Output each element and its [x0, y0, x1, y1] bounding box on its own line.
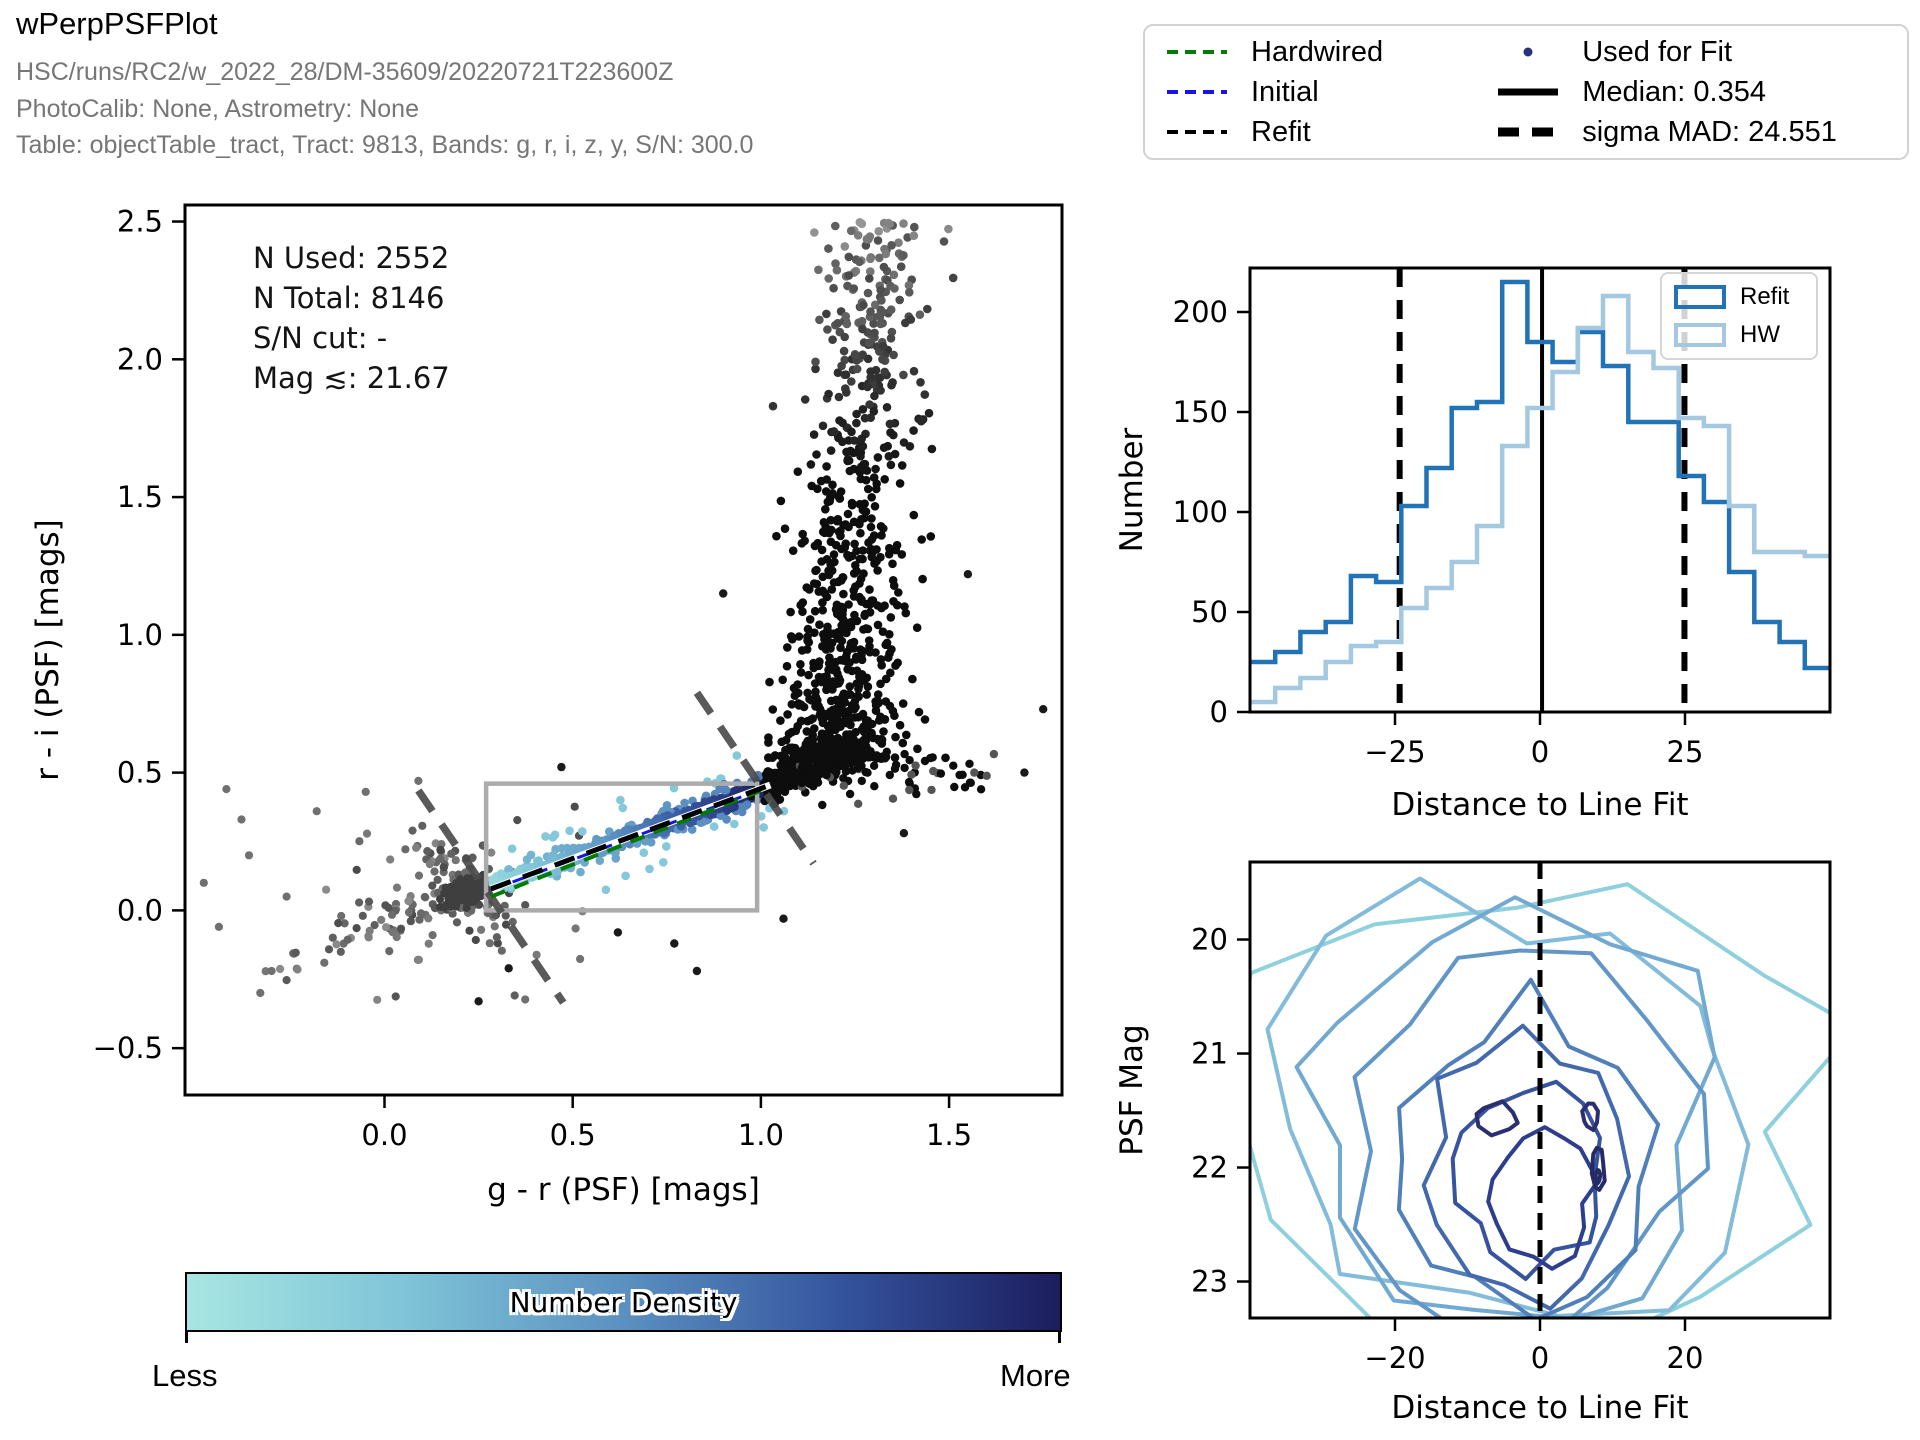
legend-label: Hardwired [1251, 35, 1384, 68]
contour-level [1396, 977, 1661, 1318]
dashed-line-icon [1167, 50, 1227, 54]
svg-text:23: 23 [1191, 1265, 1228, 1299]
svg-text:0.5: 0.5 [550, 1118, 596, 1152]
contour-level [1250, 882, 1830, 1318]
thick-dashed-line-icon [1498, 127, 1559, 137]
contour-level [1352, 948, 1710, 1318]
anno-n-used: N Used: 2552 [253, 241, 450, 275]
svg-text:0: 0 [1531, 735, 1549, 769]
svg-text:22: 22 [1191, 1151, 1228, 1185]
dot-icon [1523, 47, 1533, 57]
colorbar-label: Number Density [509, 1285, 738, 1319]
svg-text:20: 20 [1191, 923, 1228, 957]
svg-text:−25: −25 [1364, 735, 1425, 769]
svg-text:0.0: 0.0 [361, 1118, 407, 1152]
colorbar-tick-left [185, 1332, 188, 1343]
hist-legend-label: Refit [1740, 283, 1790, 310]
legend-entry-initial: Initial [1165, 72, 1496, 112]
hist-legend-entry-hw: HW [1674, 321, 1804, 349]
svg-text:0.0: 0.0 [117, 893, 163, 927]
contour-level [1265, 876, 1751, 1318]
svg-text:r - i (PSF) [mags]: r - i (PSF) [mags] [30, 519, 66, 781]
refit-fit-line [490, 782, 772, 892]
svg-text:−20: −20 [1364, 1341, 1425, 1375]
svg-text:PSF Mag: PSF Mag [1114, 1024, 1150, 1155]
svg-text:2.5: 2.5 [117, 205, 163, 239]
contour-level [1593, 1168, 1603, 1186]
colorbar: Number Density [185, 1272, 1062, 1332]
legend-entry-hardwired: Hardwired [1165, 32, 1496, 72]
contour-level [1580, 1101, 1600, 1133]
histogram-legend: Refit HW [1660, 272, 1818, 360]
svg-text:Number: Number [1114, 427, 1150, 552]
svg-text:1.0: 1.0 [738, 1118, 784, 1152]
svg-text:0: 0 [1531, 1341, 1549, 1375]
legend-entry-median: Median: 0.354 [1496, 72, 1887, 112]
dashed-line-icon [1167, 90, 1227, 94]
svg-text:0: 0 [1210, 695, 1228, 729]
legend-label: sigma MAD: 24.551 [1582, 115, 1837, 148]
subtitle-table: Table: objectTable_tract, Tract: 9813, B… [16, 131, 754, 159]
svg-text:21: 21 [1191, 1037, 1228, 1071]
step-outline-icon [1674, 323, 1726, 347]
contour-level [1474, 1099, 1520, 1138]
hist-step-refit [1250, 279, 1830, 671]
legend-entry-sigma-mad: sigma MAD: 24.551 [1496, 112, 1887, 152]
svg-text:−0.5: −0.5 [93, 1031, 163, 1065]
contour-level [1589, 1145, 1607, 1192]
dashed-line-icon [1167, 130, 1227, 134]
perpendicular-cut-line-1 [693, 690, 817, 866]
svg-text:g - r (PSF) [mags]: g - r (PSF) [mags] [487, 1172, 760, 1208]
page-title: wPerpPSFPlot [16, 6, 218, 41]
solid-line-icon [1498, 88, 1559, 96]
colorbar-more-label: More [1000, 1358, 1071, 1393]
hist-step-hw [1250, 293, 1830, 705]
svg-text:Distance to Line Fit: Distance to Line Fit [1391, 1390, 1688, 1426]
svg-text:200: 200 [1173, 295, 1228, 329]
svg-text:150: 150 [1173, 395, 1228, 429]
svg-text:50: 50 [1191, 595, 1228, 629]
legend-label: Initial [1251, 75, 1319, 108]
perpendicular-cut-line-0 [415, 788, 567, 1005]
fit-stats-annotation: N Used: 2552 N Total: 8146 S/N cut: - Ma… [253, 238, 450, 398]
subtitle-calib: PhotoCalib: None, Astrometry: None [16, 95, 419, 123]
anno-n-total: N Total: 8146 [253, 281, 445, 315]
anno-mag-cut: Mag ≲: 21.67 [253, 361, 450, 395]
hist-legend-entry-refit: Refit [1674, 283, 1804, 311]
hist-legend-label: HW [1740, 321, 1780, 348]
colorbar-gradient [187, 1274, 1060, 1330]
svg-text:Distance to Line Fit: Distance to Line Fit [1391, 787, 1688, 823]
fit-selection-box [483, 781, 760, 913]
svg-text:20: 20 [1667, 1341, 1704, 1375]
scatter-points-layer [199, 218, 1048, 1006]
svg-text:1.5: 1.5 [926, 1118, 972, 1152]
contour-level [1294, 895, 1717, 1318]
contour-level [1421, 1023, 1631, 1311]
legend-entry-refit: Refit [1165, 112, 1496, 152]
legend-entry-used-for-fit: Used for Fit [1496, 32, 1887, 72]
contour-layer [1250, 862, 1830, 1318]
legend-label: Median: 0.354 [1582, 75, 1766, 108]
anno-sn-cut: S/N cut: - [253, 321, 388, 355]
scatter-frame [183, 203, 1064, 1097]
fit-legend: Hardwired Initial Refit Used for Fit Med… [1143, 24, 1909, 160]
svg-text:1.5: 1.5 [117, 480, 163, 514]
svg-text:100: 100 [1173, 495, 1228, 529]
colorbar-tick-right [1058, 1332, 1061, 1343]
legend-label: Used for Fit [1582, 35, 1733, 68]
legend-label: Refit [1251, 115, 1311, 148]
subtitle-run: HSC/runs/RC2/w_2022_28/DM-35609/20220721… [16, 58, 674, 86]
colorbar-less-label: Less [152, 1358, 218, 1393]
svg-text:1.0: 1.0 [117, 618, 163, 652]
svg-text:2.0: 2.0 [117, 342, 163, 376]
svg-text:0.5: 0.5 [117, 756, 163, 790]
step-outline-icon [1674, 285, 1726, 309]
svg-text:25: 25 [1667, 735, 1704, 769]
contour-level [1486, 1125, 1600, 1271]
